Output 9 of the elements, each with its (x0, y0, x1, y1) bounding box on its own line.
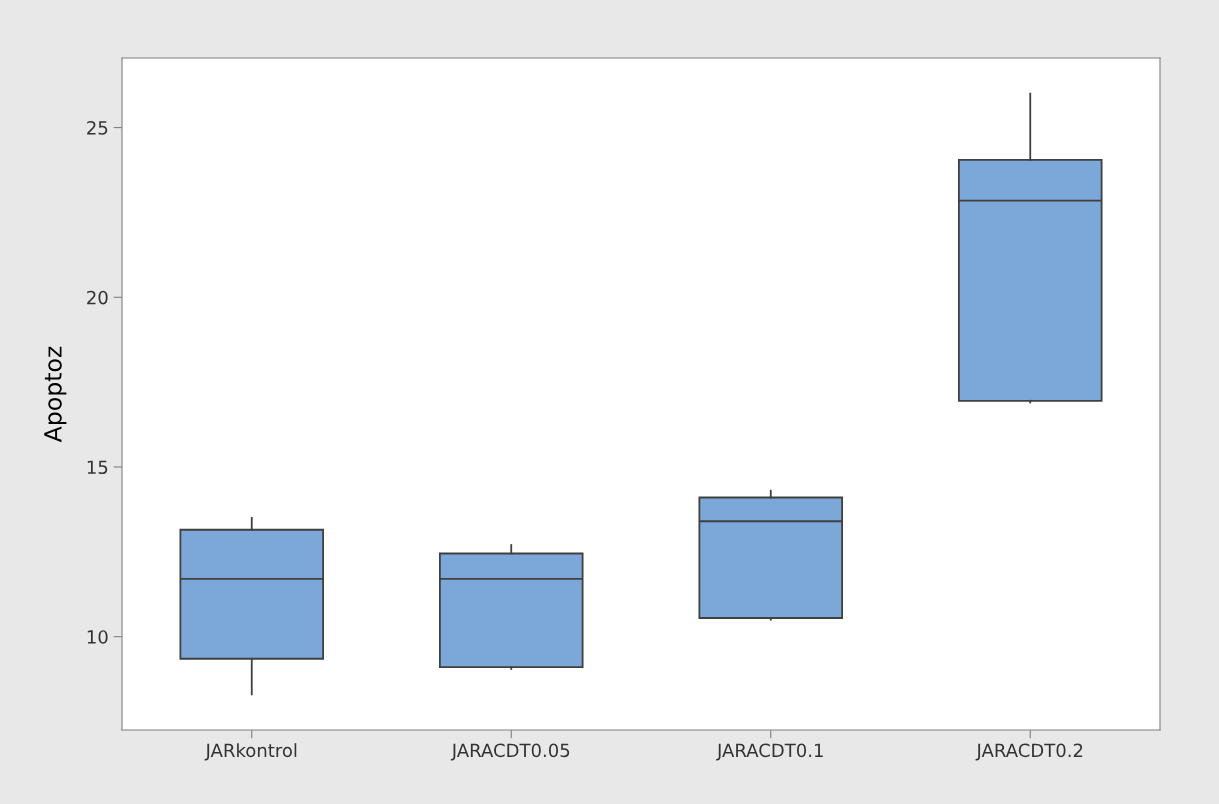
y-tick-label: 15 (87, 460, 108, 475)
x-tick-label: JARACDT0.2 (975, 743, 1083, 761)
y-tick-label: 10 (87, 630, 108, 644)
x-tick-label: JARACDT0.1 (716, 743, 823, 761)
y-axis-title: Apoptoz (44, 346, 67, 443)
x-tick-label: JARkontrol (204, 743, 297, 761)
y-tick-label: 25 (87, 121, 108, 135)
y-tick-label: 20 (87, 290, 108, 305)
x-tick-label: JARACDT0.05 (450, 743, 570, 761)
